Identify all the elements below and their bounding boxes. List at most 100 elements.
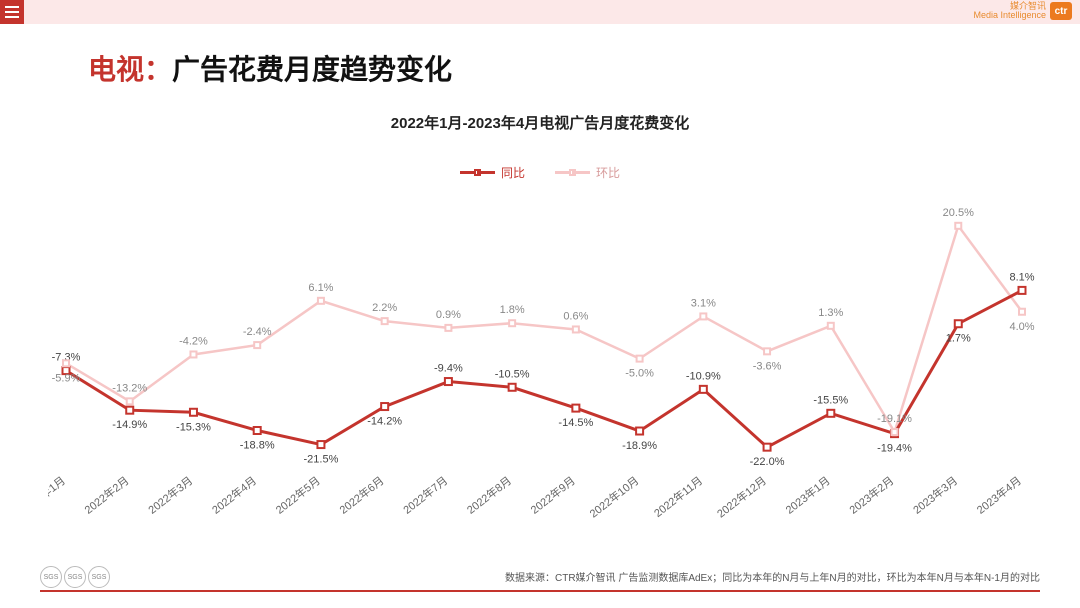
data-label: 0.9%	[436, 309, 461, 321]
chart: -7.3%-14.9%-15.3%-18.8%-21.5%-14.2%-9.4%…	[48, 208, 1040, 528]
series-marker	[254, 342, 260, 348]
data-label: -18.8%	[240, 440, 275, 452]
series-marker	[126, 407, 133, 414]
series-marker	[637, 356, 643, 362]
data-label: -9.4%	[434, 363, 463, 375]
x-axis-label: 2022年5月	[273, 473, 323, 516]
footer-divider	[40, 590, 1040, 592]
sgs-badge: SGS	[64, 566, 86, 588]
series-marker	[572, 405, 579, 412]
series-marker	[190, 409, 197, 416]
series-line	[66, 226, 1022, 432]
legend-label-2: 环比	[596, 164, 620, 181]
data-label: -4.2%	[179, 335, 208, 347]
series-marker	[381, 403, 388, 410]
brand-en: Media Intelligence	[973, 11, 1046, 20]
data-label: -3.6%	[753, 360, 782, 372]
sgs-badge: SGS	[88, 566, 110, 588]
data-label: -21.5%	[304, 454, 339, 466]
x-axis-label: 2022年2月	[82, 473, 132, 516]
data-label: -10.5%	[495, 368, 530, 380]
brand: 媒介智讯 Media Intelligence ctr	[973, 2, 1072, 21]
series-marker	[190, 351, 196, 357]
x-axis-label: 2022年1月	[48, 473, 68, 516]
series-marker	[445, 325, 451, 331]
brand-text: 媒介智讯 Media Intelligence	[973, 2, 1046, 21]
chart-subtitle: 2022年1月-2023年4月电视广告月度花费变化	[0, 112, 1080, 133]
legend-item-2: 环比	[555, 164, 620, 181]
sgs-badges: SGS SGS SGS	[40, 566, 110, 588]
data-label: -13.2%	[112, 382, 147, 394]
page-root: 媒介智讯 Media Intelligence ctr 电视：广告花费月度趋势变…	[0, 0, 1080, 608]
data-label: -18.9%	[622, 440, 657, 452]
series-marker	[127, 398, 133, 404]
legend-swatch-2	[555, 169, 590, 176]
series-marker	[318, 298, 324, 304]
series-marker	[700, 386, 707, 393]
x-axis-label: 2022年3月	[145, 473, 195, 516]
menu-button[interactable]	[0, 0, 24, 24]
data-label: 2.2%	[372, 302, 397, 314]
series-marker	[828, 323, 834, 329]
series-marker	[827, 410, 834, 417]
legend-label-1: 同比	[501, 164, 525, 181]
brand-badge: ctr	[1050, 2, 1072, 20]
legend: 同比 环比	[0, 164, 1080, 181]
x-axis-label: 2022年7月	[400, 473, 450, 516]
series-marker	[254, 427, 261, 434]
series-marker	[382, 318, 388, 324]
data-label: -5.0%	[625, 368, 654, 380]
title-rest: 广告花费月度趋势变化	[172, 54, 452, 85]
footnote: 数据来源：CTR媒介智讯 广告监测数据库AdEx；同比为本年的N月与上年N月的对…	[0, 569, 1040, 584]
data-label: 6.1%	[308, 282, 333, 294]
data-label: 1.8%	[500, 304, 525, 316]
series-marker	[445, 378, 452, 385]
series-marker	[573, 326, 579, 332]
x-axis-label: 2023年3月	[910, 473, 960, 516]
data-label: 1.7%	[946, 333, 971, 345]
series-marker	[764, 348, 770, 354]
topbar	[0, 0, 1080, 24]
chart-svg: -7.3%-14.9%-15.3%-18.8%-21.5%-14.2%-9.4%…	[48, 208, 1040, 528]
data-label: -19.1%	[877, 413, 912, 425]
series-marker	[636, 428, 643, 435]
data-label: -5.9%	[52, 372, 81, 384]
series-marker	[955, 223, 961, 229]
data-label: 4.0%	[1009, 321, 1034, 333]
series-marker	[63, 360, 69, 366]
x-axis-label: 2023年4月	[974, 473, 1024, 516]
series-marker	[509, 320, 515, 326]
x-axis-label: 2023年2月	[846, 473, 896, 516]
series-marker	[892, 429, 898, 435]
x-axis-label: 2023年1月	[783, 473, 833, 516]
series-marker	[764, 444, 771, 451]
series-marker	[1019, 287, 1026, 294]
series-marker	[700, 313, 706, 319]
series-marker	[509, 384, 516, 391]
page-title: 电视：广告花费月度趋势变化	[88, 48, 452, 88]
data-label: -15.5%	[813, 394, 848, 406]
legend-item-1: 同比	[460, 164, 525, 181]
data-label: -14.9%	[112, 419, 147, 431]
data-label: -19.4%	[877, 443, 912, 455]
x-axis-label: 2022年10月	[587, 473, 642, 520]
x-axis-label: 2022年6月	[336, 473, 386, 516]
data-label: -15.3%	[176, 421, 211, 433]
series-marker	[955, 320, 962, 327]
sgs-badge: SGS	[40, 566, 62, 588]
x-axis-label: 2022年11月	[651, 473, 705, 520]
legend-swatch-1	[460, 169, 495, 176]
x-axis-label: 2022年8月	[464, 473, 514, 516]
data-label: -22.0%	[750, 456, 785, 468]
title-prefix: 电视：	[88, 54, 172, 85]
series-marker	[1019, 309, 1025, 315]
data-label: -14.2%	[367, 416, 402, 428]
data-label: -2.4%	[243, 326, 272, 338]
series-marker	[317, 441, 324, 448]
data-label: 3.1%	[691, 297, 716, 309]
data-label: -14.5%	[558, 417, 593, 429]
data-label: 8.1%	[1009, 271, 1034, 283]
x-axis-label: 2022年9月	[528, 473, 578, 516]
x-axis-label: 2022年4月	[209, 473, 259, 516]
x-axis-label: 2022年12月	[714, 473, 769, 520]
